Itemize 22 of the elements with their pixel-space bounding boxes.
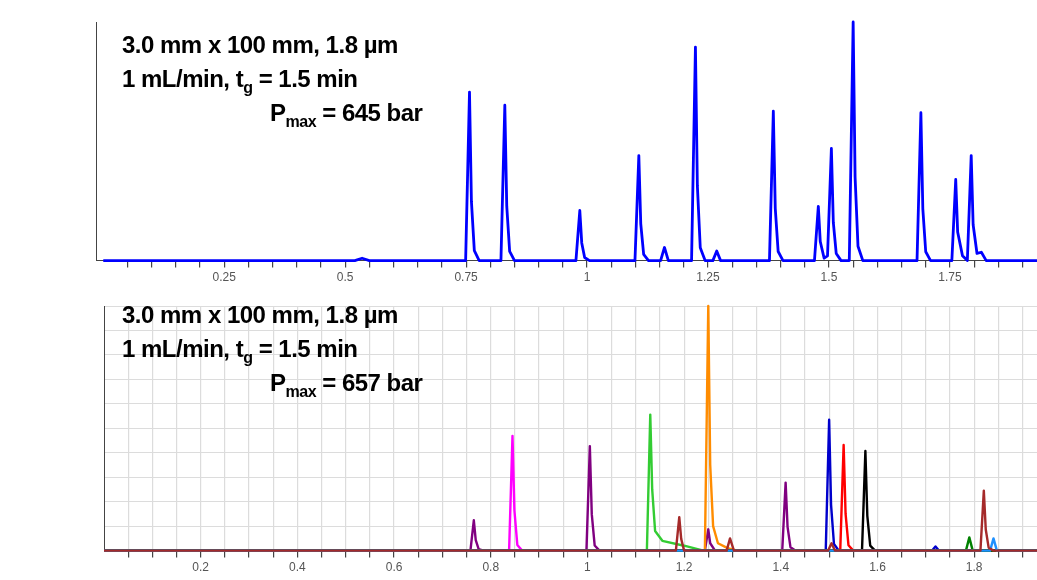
x-tick-label: 1.75	[938, 270, 962, 285]
x-tick-label: 0.2	[192, 560, 210, 575]
x-tick-label: 0.4	[289, 560, 307, 575]
x-tick-label: 0.8	[482, 560, 500, 575]
x-tick-label: 1	[584, 560, 592, 575]
x-tick-label: 1.25	[696, 270, 721, 285]
x-tick-label: 1.4	[772, 560, 790, 575]
annotation: 1 mL/min, t$_{g}$ = 1.5 min	[122, 335, 358, 366]
x-tick-label: 1.8	[965, 560, 983, 575]
x-tick-label: 1.6	[869, 560, 887, 575]
x-tick-label: 1.2	[675, 560, 693, 575]
annotation: 3.0 mm x 100 mm, 1.8 µm	[122, 30, 398, 60]
annotation: P$_{max}$ = 645 bar	[270, 98, 423, 132]
x-tick-label: 1.5	[820, 270, 838, 285]
annotation: P$_{max}$ = 657 bar	[270, 368, 423, 402]
x-tick-label: 0.6	[385, 560, 403, 575]
annotation: 1 mL/min, t$_{g}$ = 1.5 min	[122, 65, 358, 96]
x-tick-label: 0.5	[336, 270, 354, 285]
x-tick-label: 1	[583, 270, 591, 285]
x-tick-label: 0.75	[454, 270, 479, 285]
x-tick-label: 0.25	[212, 270, 237, 285]
annotation: 3.0 mm x 100 mm, 1.8 µm	[122, 300, 398, 330]
